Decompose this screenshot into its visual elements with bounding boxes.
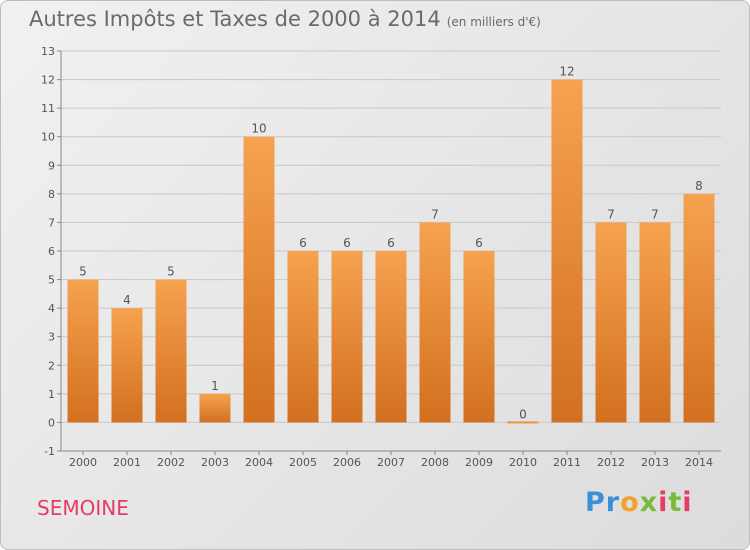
bar [683, 193, 715, 423]
y-tick-label: 12 [41, 74, 55, 87]
x-tick-label: 2000 [69, 456, 97, 469]
x-tick-label: 2014 [685, 456, 713, 469]
x-tick-label: 2008 [421, 456, 449, 469]
bar-value-label: 4 [123, 293, 131, 307]
y-tick-label: -1 [44, 445, 55, 458]
chart-title-text: Autres Impôts et Taxes de 2000 à 2014 [29, 7, 441, 31]
y-tick-label: 7 [48, 216, 55, 229]
x-tick-label: 2007 [377, 456, 405, 469]
bar-value-label: 10 [251, 122, 266, 136]
bar-value-label: 7 [651, 207, 659, 221]
logo-letter: r [605, 487, 621, 518]
x-tick-label: 2010 [509, 456, 537, 469]
logo-letter: P [585, 487, 606, 518]
bar-value-label: 5 [79, 265, 87, 279]
bar-value-label: 6 [475, 236, 483, 250]
x-tick-label: 2004 [245, 456, 273, 469]
chart-unit-note: (en milliers d'€) [446, 15, 541, 29]
y-tick-label: 1 [48, 388, 55, 401]
y-tick-label: 0 [48, 416, 55, 429]
bar-value-label: 6 [299, 236, 307, 250]
bar [551, 79, 583, 423]
y-tick-label: 9 [48, 159, 55, 172]
bar-value-label: 7 [607, 207, 615, 221]
bar [287, 251, 319, 423]
bar [155, 279, 187, 423]
logo-letter: i [682, 487, 693, 518]
bar [199, 393, 231, 423]
proxiti-logo[interactable]: Proxiti [585, 487, 693, 518]
y-tick-label: 13 [41, 45, 55, 58]
y-tick-label: 3 [48, 331, 55, 344]
y-tick-label: 11 [41, 102, 55, 115]
x-tick-label: 2006 [333, 456, 361, 469]
logo-letter: x [639, 487, 659, 518]
logo-letter: t [668, 487, 683, 518]
bar-value-label: 6 [387, 236, 395, 250]
y-tick-label: 4 [48, 302, 55, 315]
logo-letter: i [658, 487, 669, 518]
bar [639, 222, 671, 423]
logo-letter: o [620, 487, 640, 518]
x-tick-label: 2002 [157, 456, 185, 469]
bar [463, 251, 495, 423]
bar-value-label: 7 [431, 207, 439, 221]
x-tick-label: 2005 [289, 456, 317, 469]
bar [595, 222, 627, 423]
town-name: SEMOINE [37, 496, 129, 520]
bar [419, 222, 451, 423]
bar [67, 279, 99, 423]
bar-value-label: 0 [519, 407, 527, 421]
bar-value-label: 8 [695, 179, 703, 193]
y-tick-label: 10 [41, 131, 55, 144]
chart-title: Autres Impôts et Taxes de 2000 à 2014 (en… [29, 7, 541, 31]
y-tick-label: 6 [48, 245, 55, 258]
bar-value-label: 1 [211, 379, 219, 393]
bar-value-label: 6 [343, 236, 351, 250]
x-tick-label: 2009 [465, 456, 493, 469]
y-tick-label: 5 [48, 274, 55, 287]
x-tick-label: 2012 [597, 456, 625, 469]
x-tick-label: 2011 [553, 456, 581, 469]
y-tick-label: 2 [48, 359, 55, 372]
bar [111, 308, 143, 423]
bar [507, 421, 539, 424]
bar [331, 251, 363, 423]
y-tick-label: 8 [48, 188, 55, 201]
x-tick-label: 2013 [641, 456, 669, 469]
bar-value-label: 12 [559, 65, 574, 79]
bar-value-label: 5 [167, 265, 175, 279]
x-tick-label: 2001 [113, 456, 141, 469]
x-tick-label: 2003 [201, 456, 229, 469]
bar [243, 136, 275, 423]
bar [375, 251, 407, 423]
